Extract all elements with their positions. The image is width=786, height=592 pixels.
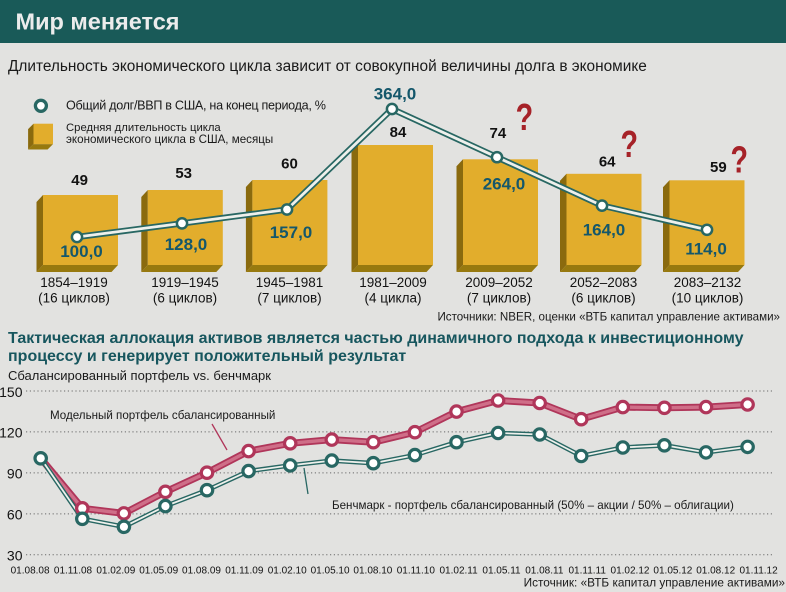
svg-text:Тактическая аллокация активов: Тактическая аллокация активов является ч… bbox=[8, 330, 744, 347]
svg-text:60: 60 bbox=[7, 507, 23, 523]
svg-text:1945–1981: 1945–1981 bbox=[256, 275, 324, 290]
svg-text:64: 64 bbox=[599, 154, 616, 171]
svg-text:114,0: 114,0 bbox=[685, 240, 727, 259]
svg-text:экономического цикла в США, ме: экономического цикла в США, месяцы bbox=[66, 133, 273, 146]
svg-text:?: ? bbox=[620, 124, 638, 166]
svg-text:01.05.11: 01.05.11 bbox=[482, 566, 521, 577]
svg-text:01.08.12: 01.08.12 bbox=[696, 566, 735, 577]
svg-text:01.11.11: 01.11.11 bbox=[568, 566, 606, 577]
svg-text:2083–2132: 2083–2132 bbox=[674, 275, 742, 290]
svg-text:?: ? bbox=[731, 140, 749, 182]
svg-text:(4 цикла): (4 цикла) bbox=[365, 291, 422, 306]
svg-text:процессу и генерирует положите: процессу и генерирует положительный резу… bbox=[8, 348, 406, 365]
svg-text:84: 84 bbox=[390, 124, 407, 141]
svg-text:01.02.10: 01.02.10 bbox=[268, 566, 307, 577]
svg-text:264,0: 264,0 bbox=[483, 175, 526, 194]
svg-text:Сбалансированный портфель vs.: Сбалансированный портфель vs. бенчмарк bbox=[8, 368, 271, 383]
svg-text:60: 60 bbox=[281, 156, 298, 173]
svg-text:164,0: 164,0 bbox=[583, 221, 626, 240]
svg-text:2009–2052: 2009–2052 bbox=[465, 275, 533, 290]
svg-text:Бенчмарк - портфель сбалансиро: Бенчмарк - портфель сбалансированный (50… bbox=[332, 499, 734, 512]
svg-text:Средняя длительность цикла: Средняя длительность цикла bbox=[66, 122, 221, 134]
svg-text:59: 59 bbox=[710, 159, 727, 176]
svg-text:128,0: 128,0 bbox=[165, 235, 208, 254]
svg-text:90: 90 bbox=[7, 466, 23, 482]
svg-text:Общий долг/ВВП в США, на конец: Общий долг/ВВП в США, на конец периода, … bbox=[66, 99, 326, 113]
svg-text:74: 74 bbox=[490, 125, 507, 142]
svg-text:01.11.10: 01.11.10 bbox=[397, 566, 436, 577]
svg-text:1854–1919: 1854–1919 bbox=[40, 275, 108, 290]
svg-text:53: 53 bbox=[175, 165, 192, 182]
svg-text:01.08.09: 01.08.09 bbox=[182, 566, 221, 577]
svg-text:(10 циклов): (10 циклов) bbox=[672, 291, 744, 306]
svg-text:Длительность экономического ци: Длительность экономического цикла зависи… bbox=[8, 58, 647, 75]
svg-text:100,0: 100,0 bbox=[60, 242, 103, 261]
svg-text:1981–2009: 1981–2009 bbox=[359, 275, 427, 290]
svg-text:Источник: «ВТБ капитал управле: Источник: «ВТБ капитал управление актива… bbox=[524, 576, 786, 590]
svg-text:30: 30 bbox=[7, 548, 23, 564]
svg-text:(7 циклов): (7 циклов) bbox=[467, 291, 531, 306]
svg-text:01.08.10: 01.08.10 bbox=[353, 566, 392, 577]
svg-text:(7 циклов): (7 циклов) bbox=[257, 291, 321, 306]
svg-text:(6 циклов): (6 циклов) bbox=[571, 291, 635, 306]
svg-text:2052–2083: 2052–2083 bbox=[570, 275, 638, 290]
svg-text:49: 49 bbox=[71, 172, 88, 189]
svg-text:364,0: 364,0 bbox=[374, 85, 417, 104]
svg-text:(16 циклов): (16 циклов) bbox=[38, 291, 110, 306]
svg-text:(6 циклов): (6 циклов) bbox=[153, 291, 217, 306]
svg-text:01.02.11: 01.02.11 bbox=[440, 566, 479, 577]
svg-text:01.02.09: 01.02.09 bbox=[96, 566, 135, 577]
svg-text:01.05.09: 01.05.09 bbox=[139, 566, 178, 577]
svg-text:120: 120 bbox=[0, 425, 23, 441]
svg-text:01.02.12: 01.02.12 bbox=[611, 566, 650, 577]
svg-text:Мир меняется: Мир меняется bbox=[16, 9, 180, 35]
svg-text:01.08.11: 01.08.11 bbox=[525, 566, 564, 577]
svg-text:01.05.10: 01.05.10 bbox=[311, 566, 350, 577]
svg-text:01.11.12: 01.11.12 bbox=[740, 566, 779, 577]
svg-text:01.11.09: 01.11.09 bbox=[225, 566, 264, 577]
svg-text:157,0: 157,0 bbox=[270, 223, 313, 242]
svg-text:01.11.08: 01.11.08 bbox=[54, 566, 93, 577]
svg-text:?: ? bbox=[516, 97, 534, 139]
svg-text:Источники: NBER, оценки «ВТБ к: Источники: NBER, оценки «ВТБ капитал упр… bbox=[437, 311, 780, 324]
svg-text:150: 150 bbox=[0, 384, 23, 400]
svg-text:01.05.12: 01.05.12 bbox=[653, 566, 692, 577]
svg-text:01.08.08: 01.08.08 bbox=[11, 566, 50, 577]
svg-text:Модельный портфель сбалансиров: Модельный портфель сбалансированный bbox=[50, 409, 275, 422]
svg-text:1919–1945: 1919–1945 bbox=[151, 275, 219, 290]
